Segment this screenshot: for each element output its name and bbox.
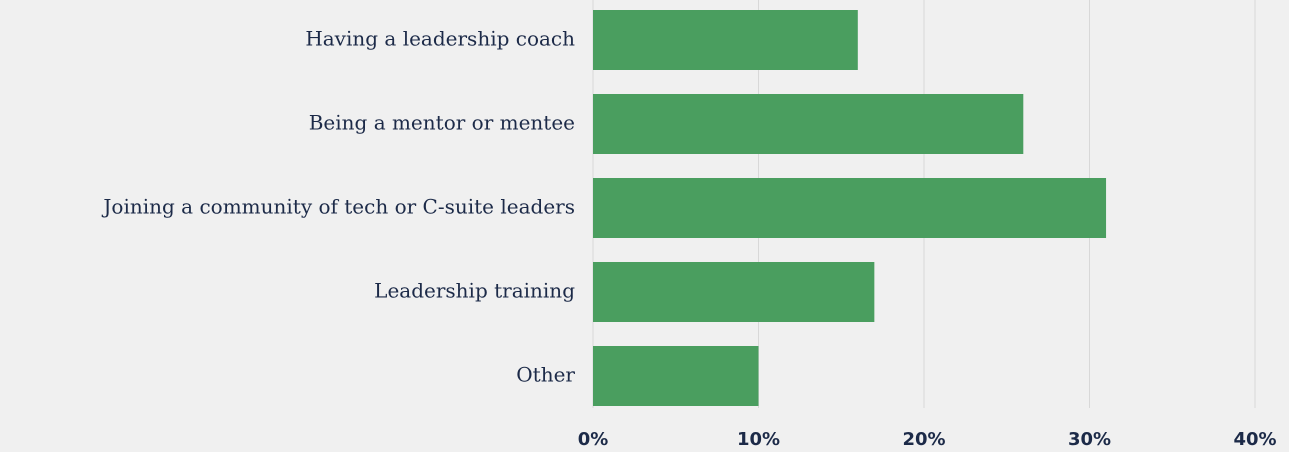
x-tick-label: 0% [578,429,609,450]
y-tick-label: Being a mentor or mentee [309,111,575,135]
x-tick-label: 20% [902,429,945,450]
bar [593,94,1024,154]
bar [593,10,858,70]
y-tick-label: Leadership training [374,279,575,303]
bar [593,346,759,406]
x-tick-label: 40% [1233,429,1276,450]
y-tick-label: Other [516,363,575,387]
bar [593,262,875,322]
y-tick-label: Having a leadership coach [305,27,575,51]
x-tick-label: 30% [1068,429,1111,450]
bar [593,178,1107,238]
y-tick-label: Joining a community of tech or C-suite l… [101,195,575,219]
x-tick-label: 10% [737,429,780,450]
